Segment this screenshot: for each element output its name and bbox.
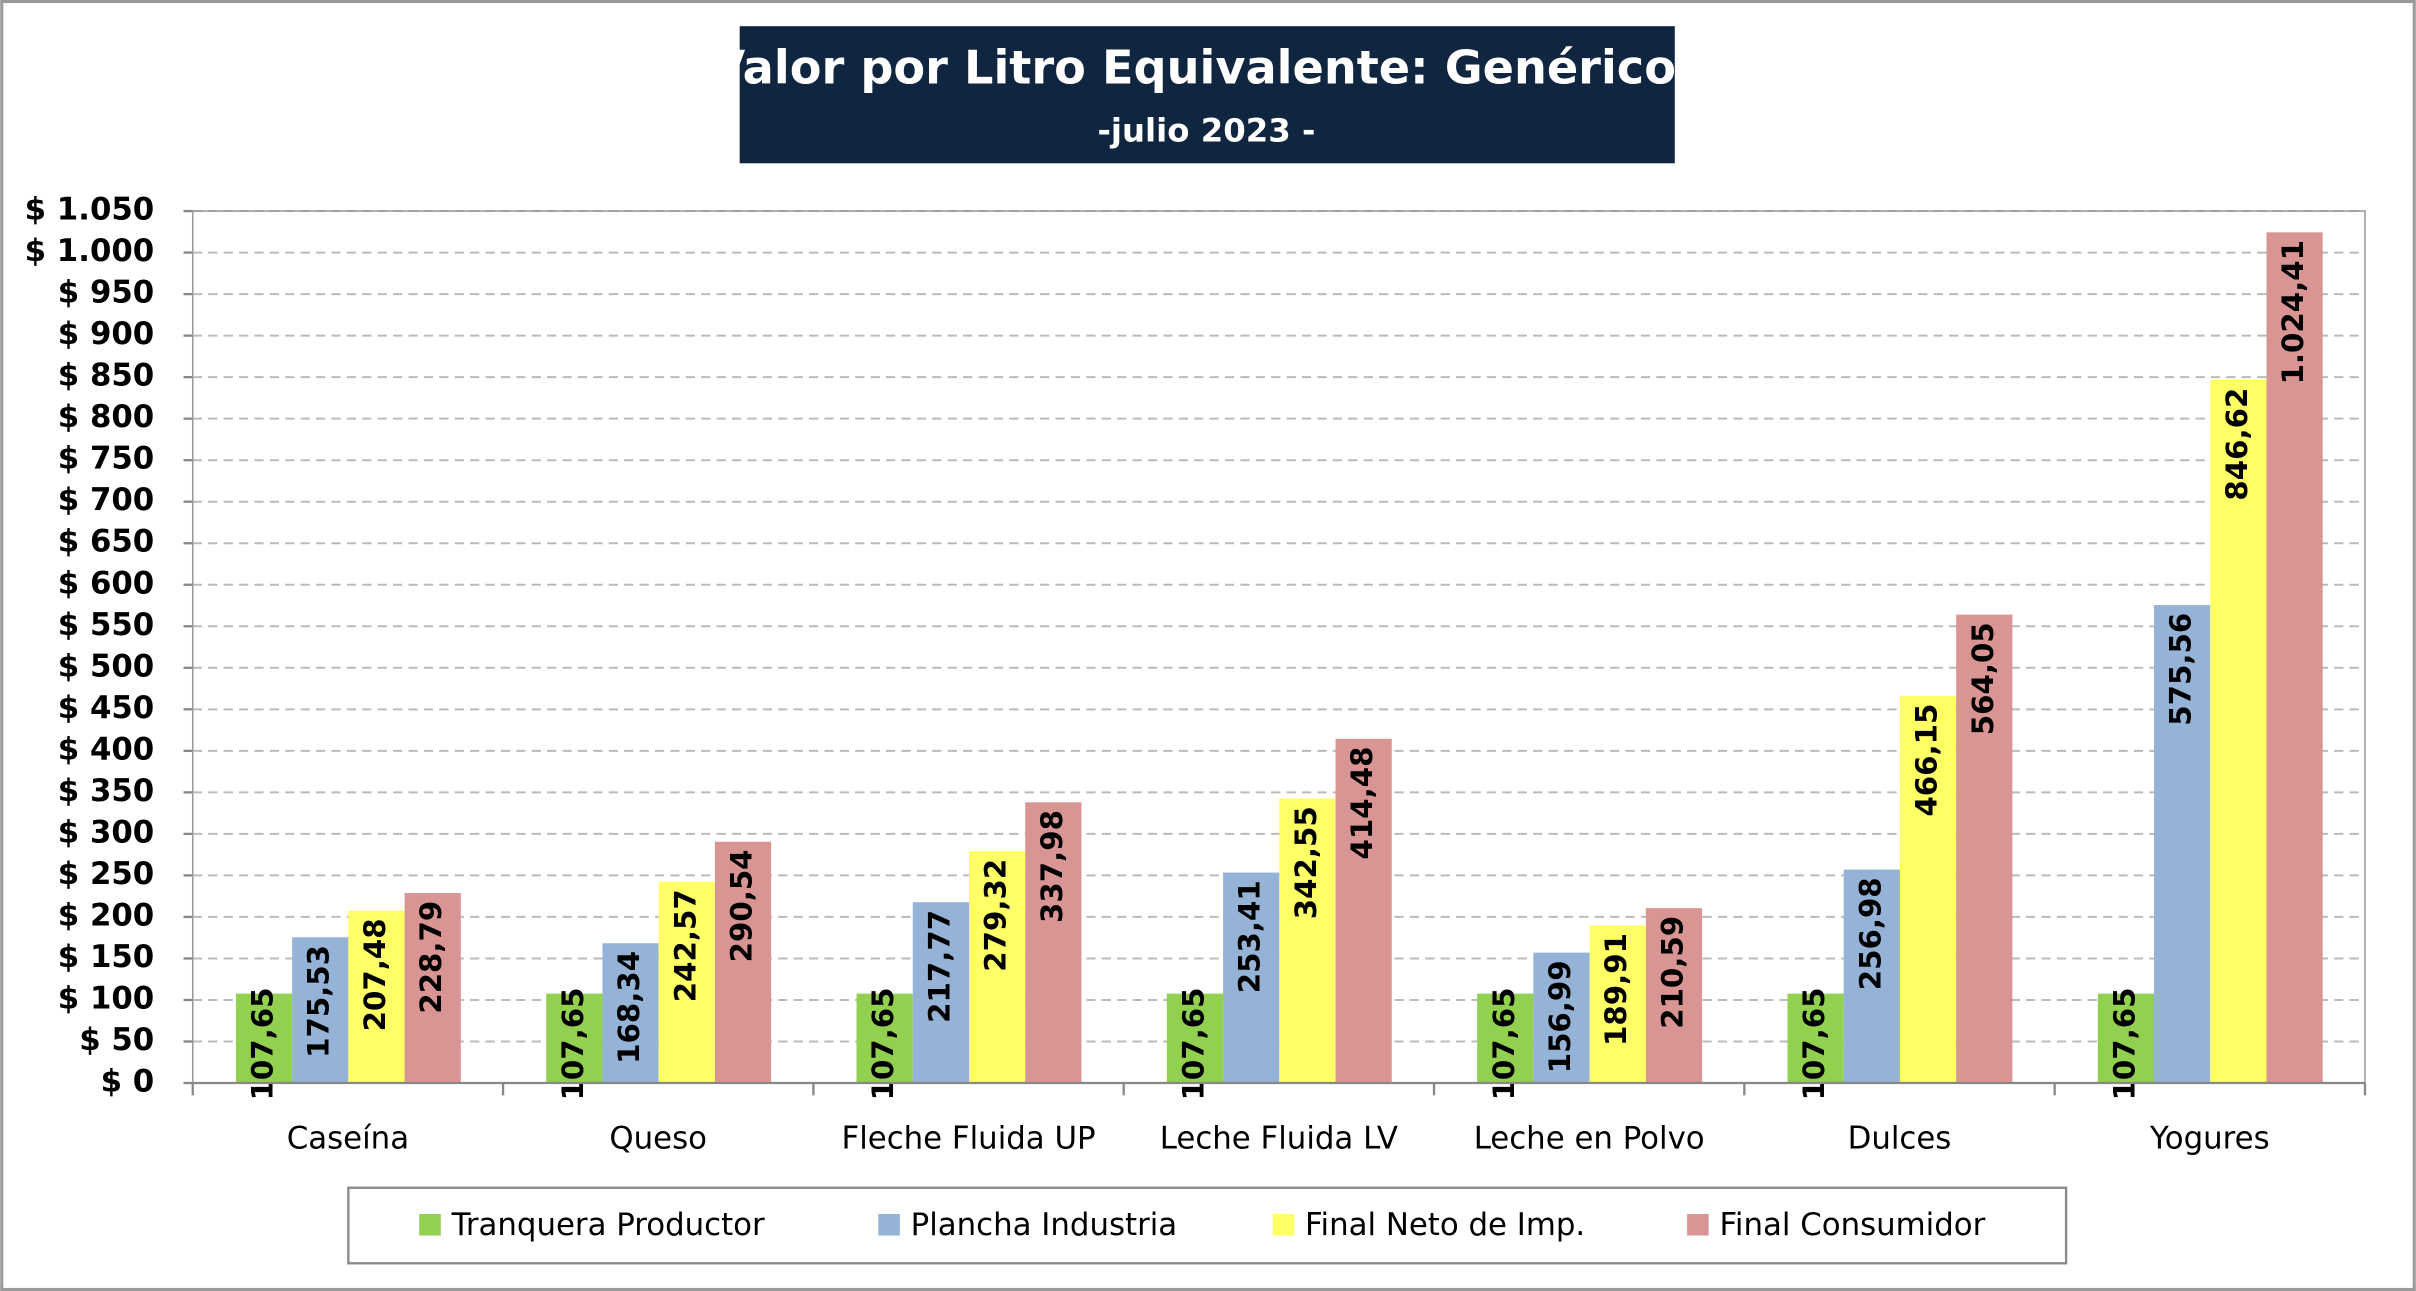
y-tick-label: $ 500	[58, 648, 154, 684]
data-label: 175,53	[302, 945, 336, 1058]
legend-label: Final Neto de Imp.	[1305, 1207, 1585, 1243]
data-label: 107,65	[1176, 987, 1210, 1100]
legend-label: Plancha Industria	[911, 1207, 1178, 1243]
y-tick-label: $ 150	[58, 939, 154, 975]
y-tick-label: $ 200	[58, 897, 154, 933]
title-box	[739, 26, 1675, 164]
legend-swatch	[878, 1213, 900, 1236]
bar	[2154, 605, 2211, 1084]
bar	[404, 893, 461, 1084]
y-tick-label: $ 750	[58, 441, 154, 477]
data-label: 290,54	[725, 849, 759, 962]
y-tick-label: $ 450	[58, 690, 154, 726]
bar	[1166, 993, 1224, 1084]
data-label: 256,98	[1853, 877, 1887, 990]
y-tick-label: $ 650	[58, 524, 154, 560]
x-tick-label: Leche Fluida LV	[1160, 1121, 1398, 1157]
bar	[546, 993, 603, 1084]
y-tick-label: $ 400	[58, 731, 154, 767]
data-label: 253,41	[1233, 880, 1267, 993]
data-label: 207,48	[358, 918, 392, 1031]
bar	[1223, 872, 1280, 1084]
data-label: 210,59	[1655, 916, 1689, 1029]
y-tick-label: $ 800	[58, 399, 154, 435]
bar	[1843, 869, 1900, 1084]
y-tick-label: $ 550	[58, 607, 154, 643]
bar	[1956, 614, 2013, 1084]
x-tick-label: Yogures	[2149, 1121, 2270, 1157]
bar	[1477, 993, 1534, 1084]
bar	[714, 841, 772, 1084]
x-tick-label: Dulces	[1848, 1121, 1952, 1157]
legend-swatch	[419, 1213, 441, 1236]
data-label: 575,56	[2164, 613, 2198, 726]
bar	[1787, 993, 1844, 1084]
y-tick-label: $ 950	[58, 275, 154, 311]
bar	[2210, 379, 2267, 1084]
data-label: 228,79	[414, 901, 448, 1014]
bar	[2266, 232, 2323, 1084]
bar	[1025, 802, 1082, 1084]
x-tick-label: Queso	[609, 1121, 707, 1157]
data-label: 564,05	[1966, 622, 2000, 735]
data-label: 1.024,41	[2276, 240, 2310, 384]
bar	[1899, 695, 1957, 1084]
data-label: 466,15	[1910, 704, 1944, 817]
data-label: 107,65	[2107, 987, 2141, 1100]
bar	[1589, 925, 1646, 1084]
y-tick-label: $ 350	[58, 773, 154, 809]
bar	[235, 993, 293, 1084]
legend-box	[347, 1186, 2068, 1265]
legend-label: Final Consumidor	[1719, 1207, 1985, 1243]
data-label: 846,62	[2220, 388, 2254, 501]
bar	[658, 881, 715, 1084]
y-tick-label: $ 700	[58, 482, 154, 518]
data-label: 414,48	[1345, 747, 1379, 860]
y-tick-label: $ 300	[58, 814, 154, 850]
legend-label: Tranquera Productor	[451, 1207, 765, 1243]
x-tick-label: Leche en Polvo	[1474, 1121, 1705, 1157]
y-tick-label: $ 100	[58, 980, 154, 1016]
bar	[348, 910, 405, 1084]
data-label: 217,77	[922, 910, 956, 1023]
data-label: 107,65	[1487, 987, 1521, 1100]
y-tick-label: $ 1.050	[25, 192, 155, 228]
y-tick-label: $ 0	[101, 1064, 155, 1100]
bar	[1533, 952, 1590, 1084]
y-tick-label: $ 900	[58, 316, 154, 352]
chart-subtitle: -julio 2023 -	[1098, 111, 1316, 149]
bar	[968, 851, 1026, 1084]
y-tick-label: $ 50	[79, 1022, 154, 1058]
data-label: 107,65	[246, 987, 280, 1100]
bar	[602, 943, 659, 1084]
data-label: 107,65	[866, 987, 900, 1100]
data-label: 107,65	[1797, 987, 1831, 1100]
bar	[1645, 908, 1703, 1084]
data-label: 279,32	[979, 859, 1013, 972]
chart-title: Valor por Litro Equivalente: Genéricos	[709, 40, 1703, 94]
data-label: 156,99	[1543, 960, 1577, 1073]
data-label: 342,55	[1289, 806, 1323, 919]
data-label: 168,34	[612, 951, 646, 1064]
bar	[912, 902, 969, 1084]
y-tick-label: $ 600	[58, 565, 154, 601]
x-tick-label: Fleche Fluida UP	[842, 1121, 1096, 1157]
legend-swatch	[1687, 1213, 1709, 1236]
x-tick-label: Caseína	[287, 1121, 409, 1157]
data-label: 242,57	[668, 889, 702, 1002]
data-label: 189,91	[1599, 933, 1633, 1046]
y-tick-label: $ 1.000	[25, 233, 155, 269]
bar	[1335, 738, 1392, 1084]
legend-swatch	[1272, 1213, 1295, 1236]
bar	[292, 937, 349, 1084]
y-tick-label: $ 250	[58, 856, 154, 892]
bar	[856, 993, 913, 1084]
bar	[1279, 798, 1336, 1084]
y-tick-label: $ 850	[58, 358, 154, 394]
bar	[2097, 993, 2155, 1084]
data-label: 107,65	[556, 987, 590, 1100]
data-label: 337,98	[1035, 810, 1069, 923]
